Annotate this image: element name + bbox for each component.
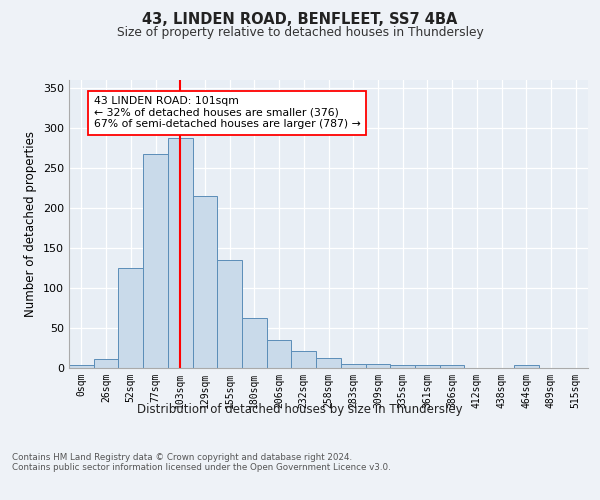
Bar [415,365,440,368]
Bar [242,318,267,368]
Bar [168,138,193,368]
Bar [69,365,94,368]
Text: 43 LINDEN ROAD: 101sqm
← 32% of detached houses are smaller (376)
67% of semi-de: 43 LINDEN ROAD: 101sqm ← 32% of detached… [94,96,361,129]
Text: Size of property relative to detached houses in Thundersley: Size of property relative to detached ho… [116,26,484,39]
Text: Distribution of detached houses by size in Thundersley: Distribution of detached houses by size … [137,402,463,415]
Bar [365,364,390,368]
Bar [341,364,365,368]
Y-axis label: Number of detached properties: Number of detached properties [25,130,37,317]
Bar [316,358,341,368]
Bar [390,365,415,368]
Text: 43, LINDEN ROAD, BENFLEET, SS7 4BA: 43, LINDEN ROAD, BENFLEET, SS7 4BA [142,12,458,28]
Bar [118,268,143,368]
Bar [94,358,118,368]
Bar [292,350,316,368]
Bar [193,196,217,368]
Bar [217,260,242,368]
Bar [143,154,168,368]
Bar [440,365,464,368]
Bar [267,340,292,367]
Text: Contains HM Land Registry data © Crown copyright and database right 2024.
Contai: Contains HM Land Registry data © Crown c… [12,452,391,472]
Bar [514,365,539,368]
